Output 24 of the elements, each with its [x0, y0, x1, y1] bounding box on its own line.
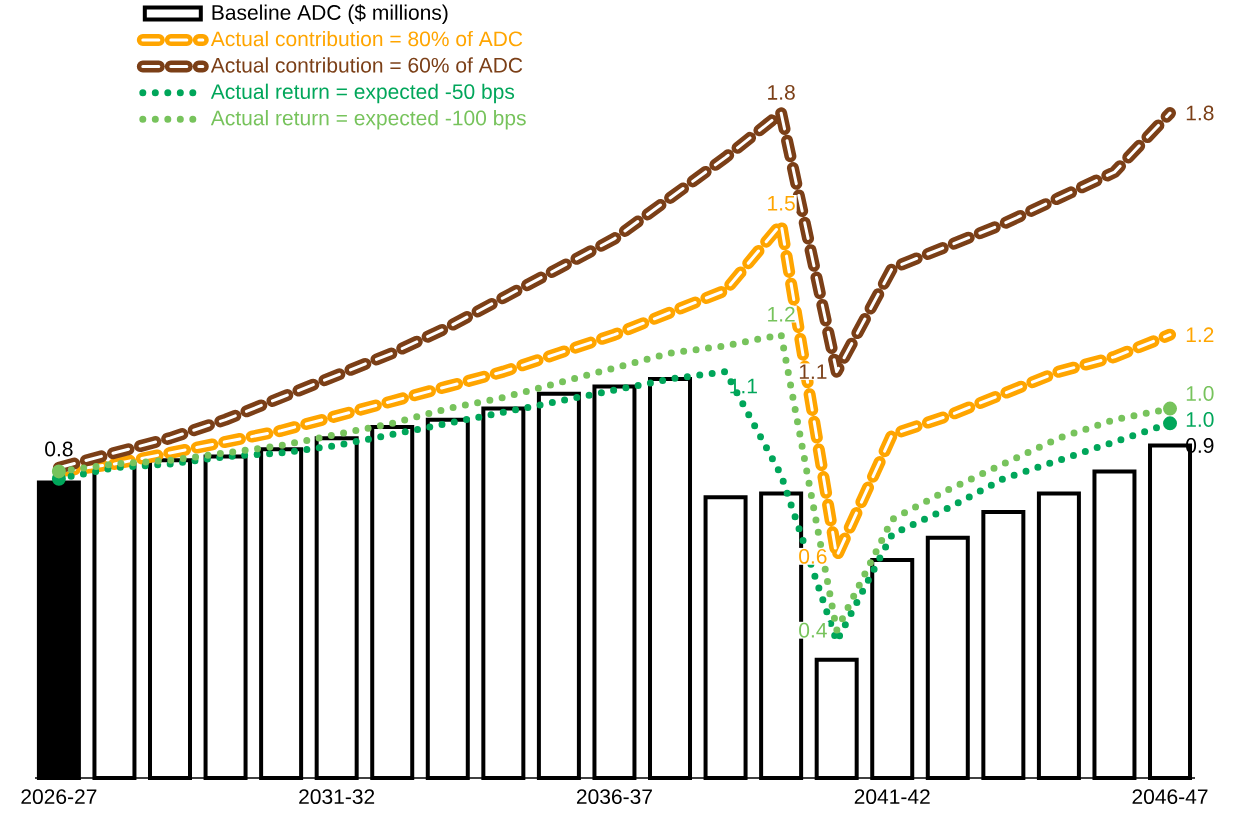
legend-label: Baseline ADC ($ millions)	[212, 4, 448, 25]
data-label: 1.8	[1186, 105, 1214, 121]
legend-label: Actual contribution = 80% of ADC	[210, 30, 523, 47]
x-tick-label: 2031-32	[299, 789, 375, 805]
data-label: 1.5	[768, 196, 795, 211]
point	[1163, 416, 1178, 431]
data-label: 0.6	[799, 548, 827, 564]
data-label: 1.8	[768, 84, 795, 100]
data-label: 1.1	[799, 364, 827, 379]
x-tick-label: 2041-42	[854, 789, 930, 805]
legend-label: Actual contribution = 60% of ADC	[210, 57, 523, 73]
x-tick-label: 2036-37	[576, 789, 652, 805]
x-tick-label: 2046-47	[1132, 789, 1208, 805]
legend-label: Actual return = expected -50 bps	[210, 83, 515, 104]
point	[1163, 401, 1178, 416]
data-label: 0.4	[799, 622, 827, 638]
data-label: 1.0	[1186, 412, 1214, 427]
data-label: 1.0	[1186, 386, 1214, 401]
point	[51, 464, 66, 479]
data-label: 0.8	[45, 441, 73, 457]
legend-label: Actual return = expected -100 bps	[210, 110, 526, 130]
data-label: 1.2	[768, 306, 795, 322]
x-tick-label: 2026-27	[21, 789, 97, 805]
data-label: 1.2	[1186, 327, 1214, 343]
